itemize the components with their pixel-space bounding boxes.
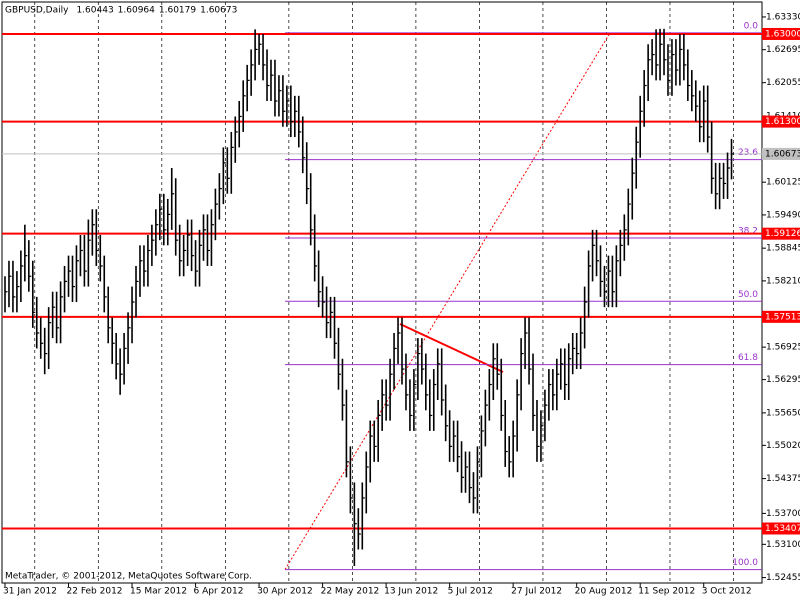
y-tick-label: 1.55020 (766, 441, 800, 451)
level-box (762, 522, 800, 535)
x-tick-label: 22 May 2012 (321, 587, 380, 597)
y-tick-label: 1.52455 (766, 573, 800, 583)
header-value: 1.60179 (159, 6, 196, 16)
y-tick-label: 1.53700 (766, 509, 800, 519)
y-tick-label: 1.58845 (766, 244, 800, 254)
header-value: 1.60443 (76, 6, 113, 16)
chart-title: GBPUSD,Daily (5, 6, 69, 16)
level-box (762, 27, 800, 40)
level-box (762, 227, 800, 240)
current-price-label: 1.60673 (765, 149, 800, 159)
level-label: 1.53407 (765, 524, 800, 534)
fibo-label: 50.0 (738, 290, 758, 300)
y-tick-label: 1.53100 (766, 540, 800, 550)
trendline (399, 323, 504, 373)
fibo-label: 100.0 (732, 558, 758, 568)
y-tick-label: 1.56925 (766, 343, 800, 353)
y-tick-label: 1.62055 (766, 78, 800, 88)
footer: MetaTrader, © 2001-2012, MetaQuotes Soft… (5, 572, 252, 582)
x-tick-label: 22 Feb 2012 (67, 587, 123, 597)
fibo-label: 0.0 (744, 21, 759, 31)
level-label: 1.59126 (765, 229, 800, 239)
x-tick-label: 31 Jan 2012 (3, 587, 57, 597)
y-tick-label: 1.55650 (766, 408, 800, 418)
x-tick-label: 13 Jun 2012 (384, 587, 438, 597)
fibo-label: 61.8 (738, 353, 758, 363)
y-tick-label: 1.59490 (766, 210, 800, 220)
level-label: 1.61300 (765, 117, 800, 127)
current-price-box (762, 147, 800, 160)
fibo-label: 23.6 (738, 148, 758, 158)
y-tick-label: 1.56295 (766, 375, 800, 385)
x-tick-label: 15 Mar 2012 (130, 587, 187, 597)
level-label: 1.63000 (765, 29, 800, 39)
header-value: 1.60964 (118, 6, 155, 16)
y-tick-label: 1.60125 (766, 178, 800, 188)
x-tick-label: 11 Sep 2012 (638, 587, 695, 597)
x-tick-label: 20 Aug 2012 (575, 587, 633, 597)
y-tick-label: 1.62695 (766, 45, 800, 55)
y-tick-label: 1.63330 (766, 12, 800, 22)
y-tick-label: 1.54375 (766, 474, 800, 484)
level-label: 1.57513 (765, 312, 800, 322)
x-tick-label: 5 Jul 2012 (448, 587, 493, 597)
x-tick-label: 3 Oct 2012 (702, 587, 752, 597)
x-tick-label: 27 Jul 2012 (511, 587, 562, 597)
x-tick-label: 6 Apr 2012 (194, 587, 244, 597)
level-box (762, 115, 800, 128)
fibo-label: 38.2 (738, 226, 758, 236)
level-box (762, 310, 800, 323)
y-tick-label: 1.58210 (766, 276, 800, 286)
plot-frame (1, 1, 763, 584)
x-tick-label: 30 Apr 2012 (257, 587, 313, 597)
header-value: 1.60673 (200, 6, 237, 16)
